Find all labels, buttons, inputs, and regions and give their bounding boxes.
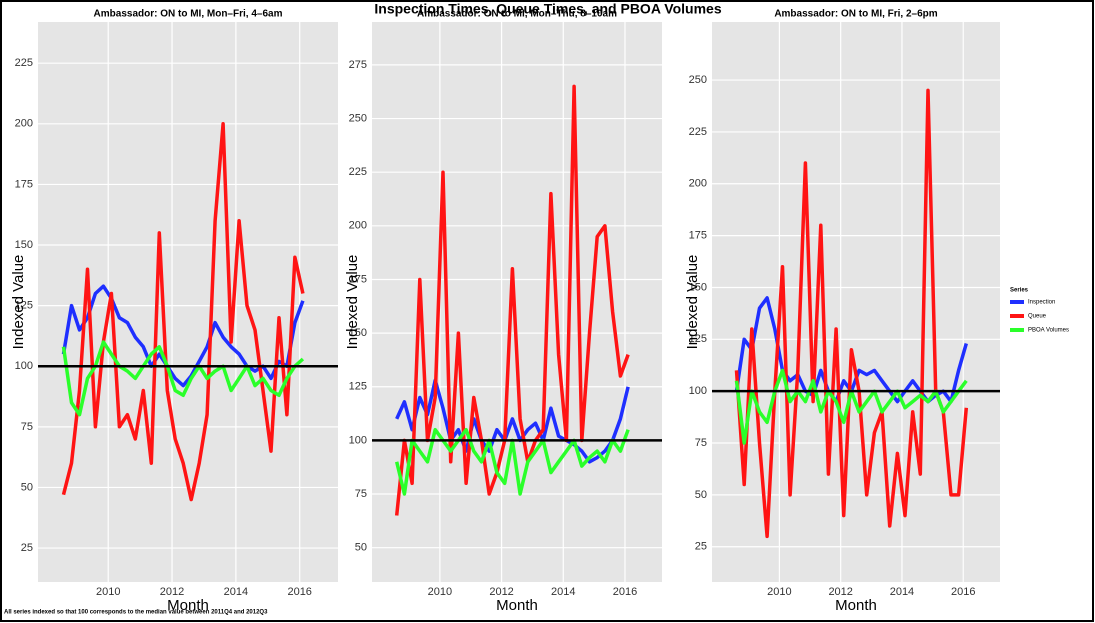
panel-title: Ambassador: ON to MI, Mon–Thu, 8–10am xyxy=(417,9,617,20)
figure-title: Inspection Times, Queue Times, and PBOA … xyxy=(374,1,721,17)
y-tick-label: 200 xyxy=(349,220,367,232)
x-axis-label: Month xyxy=(835,597,877,614)
y-tick-label: 25 xyxy=(695,541,707,553)
y-tick-label: 175 xyxy=(689,230,707,242)
y-tick-label: 200 xyxy=(15,118,33,130)
x-axis-label: Month xyxy=(496,597,538,614)
y-axis-label: Indexed Value xyxy=(344,255,361,350)
y-tick-label: 150 xyxy=(15,239,33,251)
x-tick-label: 2014 xyxy=(224,586,248,598)
x-tick-label: 2010 xyxy=(428,586,452,598)
x-tick-label: 2014 xyxy=(890,586,914,598)
y-tick-label: 150 xyxy=(349,327,367,339)
x-tick-label: 2012 xyxy=(160,586,184,598)
legend-label: PBOA Volumes xyxy=(1028,328,1069,334)
y-tick-label: 250 xyxy=(349,112,367,124)
y-tick-label: 50 xyxy=(355,542,367,554)
legend-title: Series xyxy=(1010,288,1029,294)
y-tick-label: 75 xyxy=(355,488,367,500)
x-tick-label: 2010 xyxy=(96,586,120,598)
y-tick-label: 225 xyxy=(349,166,367,178)
y-tick-label: 100 xyxy=(349,434,367,446)
panel-title: Ambassador: ON to MI, Mon–Fri, 4–6am xyxy=(94,9,283,20)
plot-background xyxy=(712,22,1000,582)
y-tick-label: 25 xyxy=(21,542,33,554)
y-tick-label: 50 xyxy=(695,489,707,501)
y-tick-label: 200 xyxy=(689,178,707,190)
y-tick-label: 75 xyxy=(21,421,33,433)
series-line xyxy=(61,340,305,417)
panel-title: Ambassador: ON to MI, Fri, 2–6pm xyxy=(774,9,937,20)
y-tick-label: 125 xyxy=(349,381,367,393)
y-tick-label: 275 xyxy=(349,59,367,71)
y-tick-label: 225 xyxy=(15,57,33,69)
x-tick-label: 2012 xyxy=(828,586,852,598)
y-tick-label: 175 xyxy=(15,178,33,190)
y-tick-label: 125 xyxy=(689,333,707,345)
x-tick-label: 2010 xyxy=(767,586,791,598)
y-tick-label: 100 xyxy=(15,360,33,372)
legend-label: Queue xyxy=(1028,314,1047,320)
x-tick-label: 2016 xyxy=(951,586,975,598)
y-tick-label: 150 xyxy=(689,281,707,293)
footnote: All series indexed so that 100 correspon… xyxy=(4,610,268,616)
y-tick-label: 75 xyxy=(695,437,707,449)
x-tick-label: 2014 xyxy=(551,586,575,598)
y-tick-label: 225 xyxy=(689,126,707,138)
y-tick-label: 100 xyxy=(689,385,707,397)
y-axis-label: Indexed Value xyxy=(684,255,701,350)
legend-label: Inspection xyxy=(1028,300,1055,306)
y-tick-label: 250 xyxy=(689,74,707,86)
y-tick-label: 50 xyxy=(21,481,33,493)
x-axis-label: Month xyxy=(167,597,209,614)
plot-background xyxy=(372,22,662,582)
x-tick-label: 2012 xyxy=(489,586,513,598)
y-tick-label: 175 xyxy=(349,273,367,285)
series-line xyxy=(394,84,630,516)
y-axis-label: Indexed Value xyxy=(10,255,27,350)
x-tick-label: 2016 xyxy=(613,586,637,598)
x-tick-label: 2016 xyxy=(287,586,311,598)
y-tick-label: 125 xyxy=(15,300,33,312)
